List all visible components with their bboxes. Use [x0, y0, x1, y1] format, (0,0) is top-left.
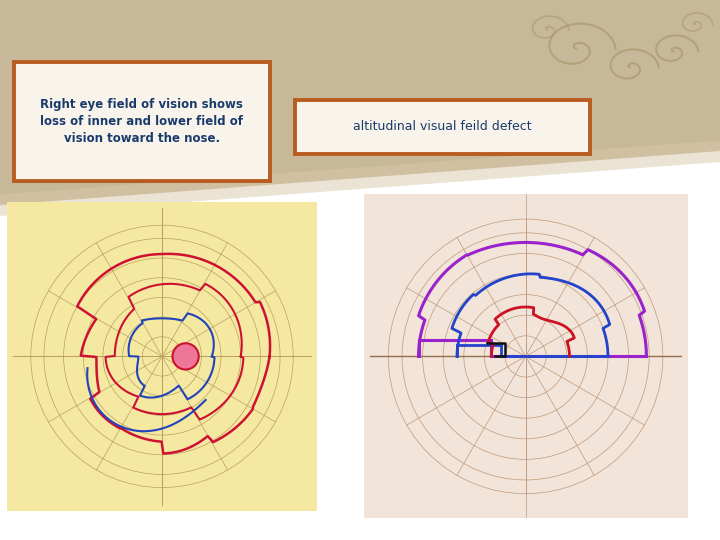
FancyBboxPatch shape — [295, 100, 590, 154]
Text: altitudinal visual feild defect: altitudinal visual feild defect — [354, 120, 532, 133]
Polygon shape — [0, 140, 720, 216]
FancyBboxPatch shape — [14, 62, 270, 181]
Polygon shape — [0, 0, 720, 205]
Circle shape — [173, 343, 199, 369]
Text: Right eye field of vision shows
loss of inner and lower field of
vision toward t: Right eye field of vision shows loss of … — [40, 98, 243, 145]
